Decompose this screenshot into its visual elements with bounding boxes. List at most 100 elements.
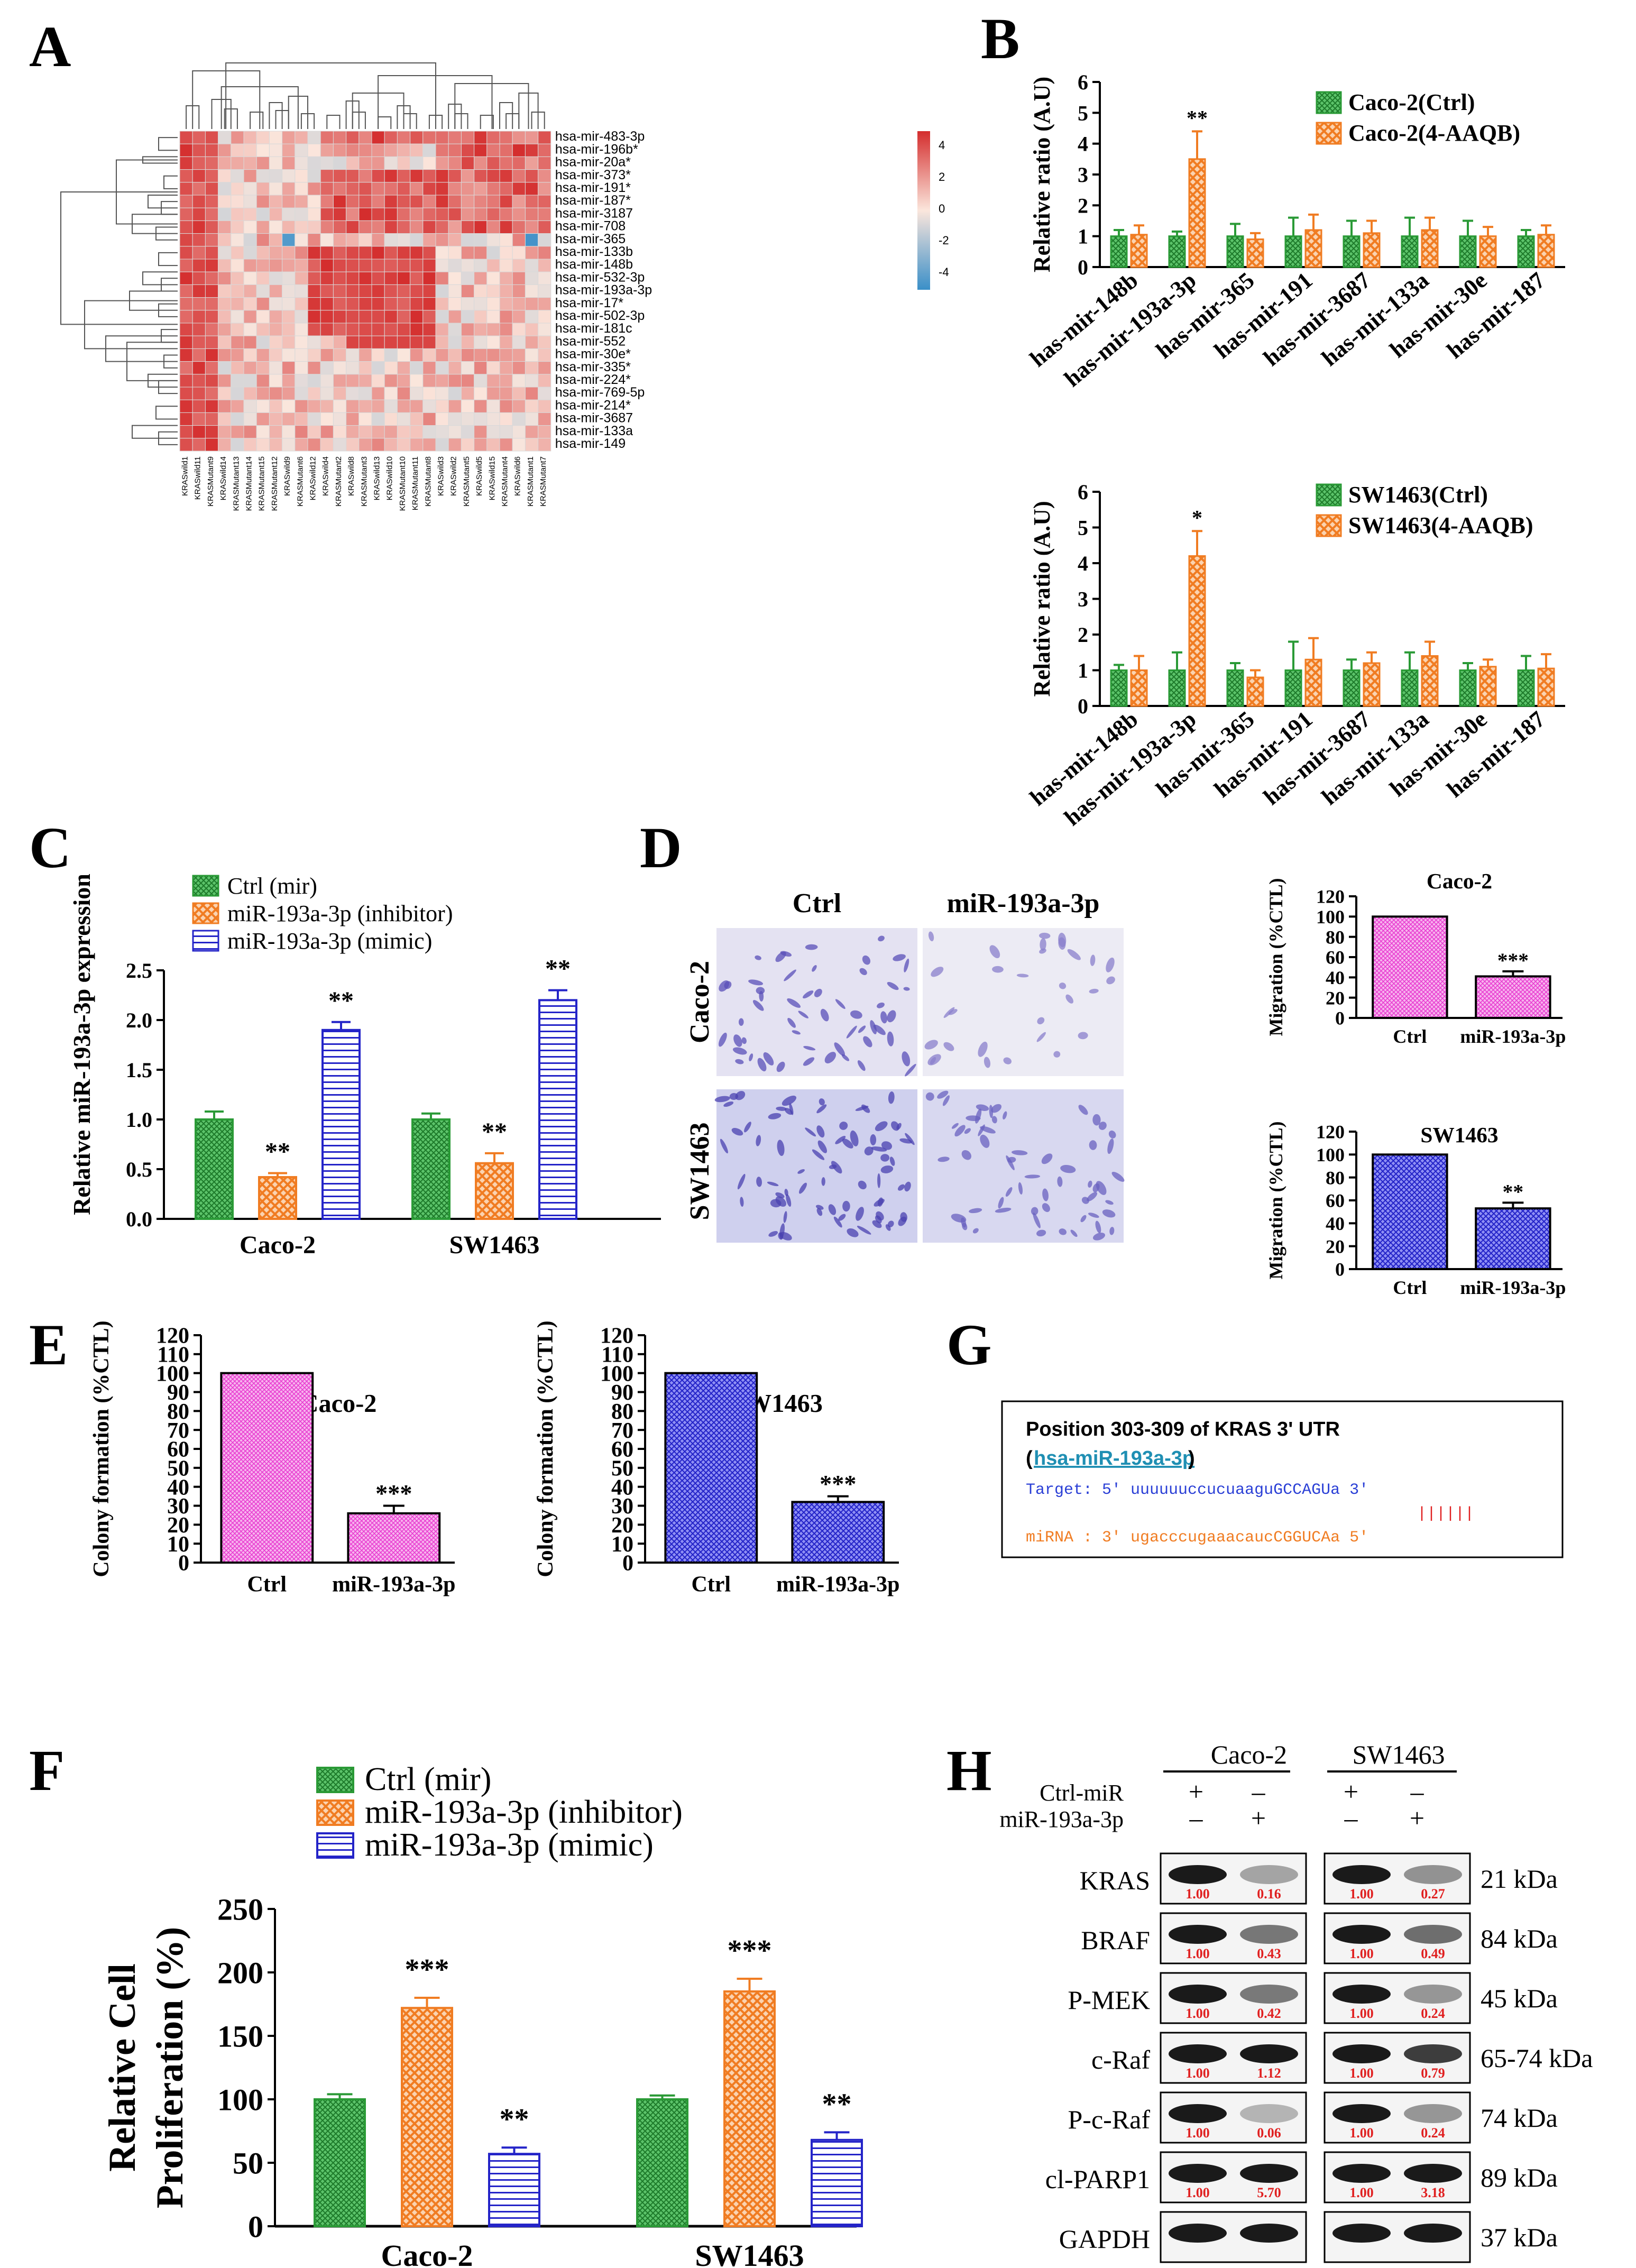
heatmap-cell — [512, 438, 526, 452]
g-mirna-link[interactable]: hsa-miR-193a-3p — [1034, 1447, 1194, 1470]
stained-cell — [732, 1047, 747, 1055]
bar-chart-f: 0 50 100 150 200 250 Relative Cell Proliferatio… — [101, 1761, 863, 2268]
stained-cell — [878, 935, 885, 942]
stained-cell — [857, 1060, 866, 1071]
heatmap-cell — [397, 412, 411, 426]
heatmap-cell — [435, 399, 449, 413]
chartBbot-significance: * — [1192, 506, 1202, 529]
panel-label-c: C — [29, 815, 71, 880]
panel-label-h: H — [946, 1738, 992, 1803]
stained-cell — [1011, 1150, 1028, 1155]
heatmap-cell — [410, 361, 424, 375]
chartDc-significance: *** — [1497, 949, 1529, 972]
stained-cell — [755, 955, 761, 960]
heatmap-cell — [243, 399, 257, 413]
stained-cell — [829, 1164, 837, 1169]
stained-cell — [784, 969, 796, 981]
chartBtop-y-tick-label: 3 — [1078, 163, 1088, 187]
heatmap-cell — [461, 310, 475, 324]
heatmap-cell — [231, 425, 244, 439]
heatmap-cell — [307, 156, 321, 170]
heatmap-cell — [435, 233, 449, 247]
panel-label-a: A — [29, 14, 71, 79]
stained-cell — [951, 1214, 967, 1223]
heatmap-cell — [333, 207, 347, 221]
blot-band — [1404, 2044, 1462, 2063]
stained-cell — [723, 1101, 734, 1107]
heatmap-cell — [486, 399, 500, 413]
heatmap-cell — [205, 387, 219, 400]
heatmap-cell — [448, 361, 462, 375]
heatmap-cell — [218, 387, 232, 400]
heatmap-cell — [205, 169, 219, 183]
heatmap-col-label: KRASwild4 — [321, 456, 330, 496]
chartF-bar — [811, 2138, 863, 2228]
blot-treatment-sign: + — [1251, 1803, 1266, 1833]
heatmap-cell — [525, 169, 539, 183]
heatmap-cell — [333, 348, 347, 362]
chartBtop-bar — [1459, 235, 1477, 268]
chartF-y-tick-label: 150 — [217, 2019, 263, 2053]
stained-cell — [763, 1052, 774, 1066]
heatmap-cell — [295, 271, 308, 285]
heatmap-cell — [179, 387, 193, 400]
heatmap-cell — [231, 143, 244, 157]
heatmap-cell — [435, 271, 449, 285]
heatmap-cell — [179, 348, 193, 362]
heatmap-col-label: KRASMutant1 — [526, 456, 535, 507]
panel-label-b: B — [981, 6, 1019, 71]
heatmap-cell — [384, 425, 398, 439]
heatmap-cell — [179, 195, 193, 208]
heatmap-cell — [192, 259, 206, 272]
stained-cell — [989, 945, 1000, 959]
heatmap-column-dendrogram — [186, 62, 545, 129]
blot-treatment-sign: – — [1252, 1777, 1266, 1806]
heatmap-cell — [384, 387, 398, 400]
chartC-y-tick-label: 2.0 — [126, 1008, 152, 1032]
stained-cell — [846, 1025, 857, 1039]
heatmap-cell — [371, 348, 385, 362]
stained-cell — [858, 1180, 867, 1190]
heatmap-cell — [231, 169, 244, 183]
heatmap-cell — [359, 156, 372, 170]
heatmap-cell — [282, 271, 296, 285]
heatmap-cell — [346, 156, 360, 170]
chartEs-y-tick-label: 120 — [600, 1324, 633, 1348]
heatmap-col-label: KRASMutant8 — [424, 456, 433, 507]
heatmap-row-label: hsa-mir-483-3p — [555, 129, 645, 144]
chartDs-y-tick-label: 60 — [1326, 1190, 1345, 1211]
heatmap-cell — [231, 348, 244, 362]
heatmap-cell — [461, 156, 475, 170]
stained-cell — [821, 1177, 825, 1186]
chartEc-y-tick-label: 60 — [167, 1438, 189, 1462]
heatmap-cell — [410, 131, 424, 144]
chartEs-y-tick-label: 50 — [611, 1457, 633, 1481]
chartBtop-bar — [1304, 229, 1322, 268]
heatmap-cell — [346, 399, 360, 413]
stained-cell — [740, 1197, 744, 1207]
heatmap-cell — [359, 284, 372, 298]
heatmap-cell — [384, 335, 398, 349]
chartBtop-bar — [1343, 235, 1361, 268]
chartEs-y-tick-label: 40 — [611, 1475, 633, 1500]
heatmap-col-label: KRASwild5 — [475, 456, 484, 496]
blot-quant-value: 1.00 — [1185, 1946, 1210, 1961]
stained-cell — [1070, 1229, 1078, 1237]
heatmap-row-label: hsa-mir-149 — [555, 436, 626, 451]
heatmap-cell — [269, 233, 283, 247]
stained-cell — [887, 1010, 896, 1023]
heatmap-col-label: KRASMutant11 — [411, 456, 420, 510]
heatmap-row-label: hsa-mir-196b* — [555, 142, 638, 157]
heatmap-cell — [486, 387, 500, 400]
stained-cell — [1089, 988, 1099, 994]
heatmap-cell — [359, 297, 372, 311]
stained-cell — [782, 1095, 797, 1106]
chartBtop-bar — [1401, 235, 1419, 268]
heatmap-cell — [435, 182, 449, 196]
chartBtop-y-tick-label: 4 — [1078, 132, 1088, 156]
stained-cell — [833, 1216, 842, 1228]
stained-cell — [902, 1051, 911, 1067]
heatmap-cell — [397, 310, 411, 324]
heatmap-cell — [269, 361, 283, 375]
